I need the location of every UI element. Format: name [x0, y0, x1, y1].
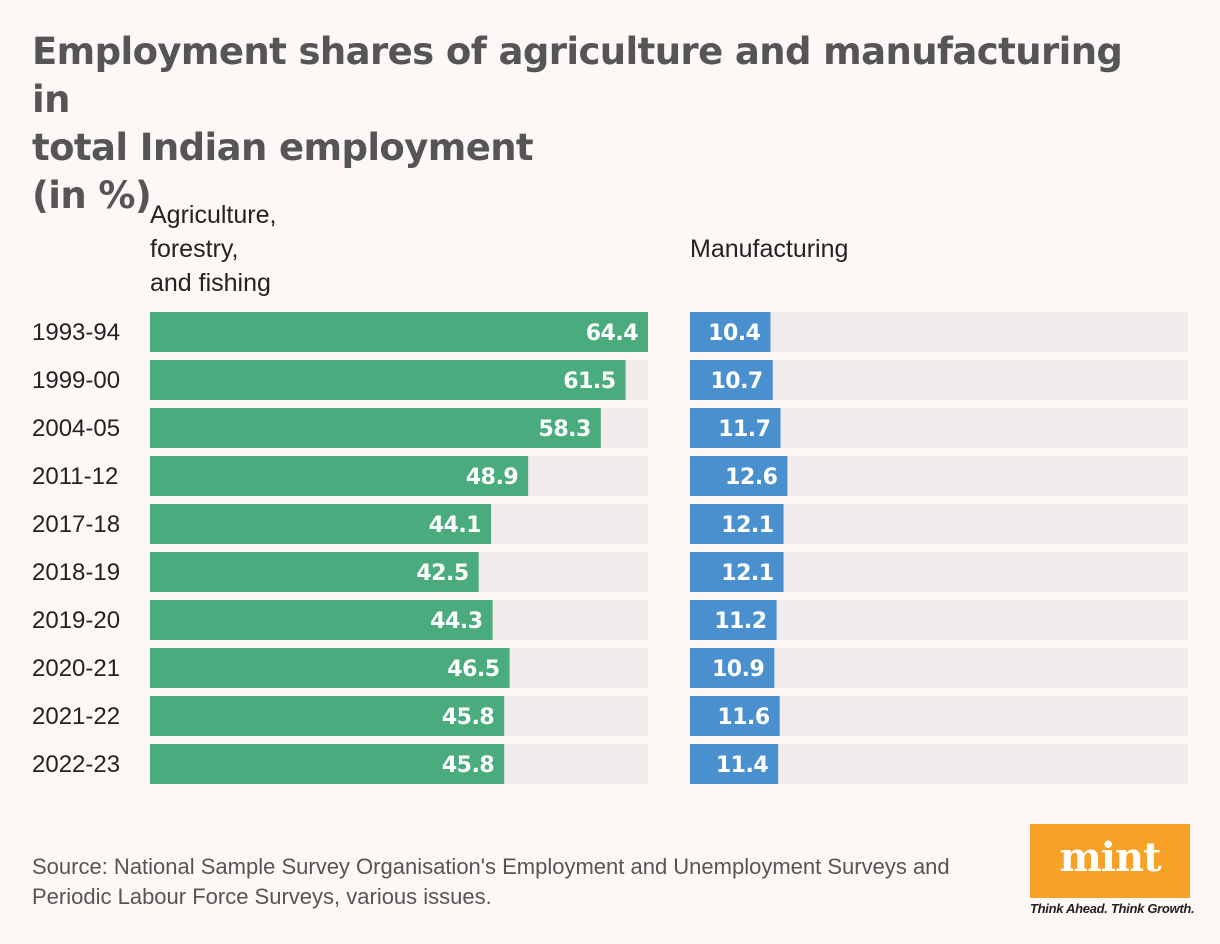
row-label-2017-18: 2017-18 [32, 511, 120, 538]
manufacturing-value-2018-19: 12.1 [721, 561, 773, 586]
source-note: Source: National Sample Survey Organisat… [32, 854, 950, 909]
row-label-2020-21: 2020-21 [32, 655, 120, 682]
agriculture-value-2021-22: 45.8 [442, 705, 494, 730]
agriculture-value-2011-12: 48.9 [466, 465, 518, 490]
manufacturing-value-2019-20: 11.2 [714, 609, 766, 634]
chart-title-line-3: (in %) [32, 174, 152, 217]
manufacturing-bar-2019-20 [690, 600, 777, 640]
agriculture-header-line-1: Agriculture, [150, 201, 277, 229]
agriculture-column-header: Agriculture, forestry, and fishing [150, 198, 450, 300]
chart-title: Employment shares of agriculture and man… [32, 28, 1152, 220]
manufacturing-value-2021-22: 11.6 [717, 705, 769, 730]
manufacturing-value-2022-23: 11.4 [716, 753, 768, 778]
row-label-2021-22: 2021-22 [32, 703, 120, 730]
manufacturing-bar-2011-12 [690, 456, 788, 496]
agriculture-header-line-3: and fishing [150, 269, 271, 297]
agriculture-bar-2022-23 [150, 744, 505, 784]
agriculture-value-2020-21: 46.5 [447, 657, 499, 682]
row-label-2019-20: 2019-20 [32, 607, 120, 634]
manufacturing-bar-2017-18 [690, 504, 784, 544]
manufacturing-value-2004-05: 11.7 [718, 417, 770, 442]
manufacturing-bar-1993-94 [690, 312, 771, 352]
manufacturing-bar-2004-05 [690, 408, 781, 448]
manufacturing-column-header: Manufacturing [690, 235, 849, 263]
manufacturing-value-1999-00: 10.7 [710, 369, 762, 394]
agriculture-value-2018-19: 42.5 [416, 561, 468, 586]
agriculture-bar-2019-20 [150, 600, 493, 640]
agriculture-bar-1999-00 [150, 360, 626, 400]
manufacturing-value-1993-94: 10.4 [708, 321, 760, 346]
agriculture-bar-2020-21 [150, 648, 510, 688]
agriculture-bar-2004-05 [150, 408, 601, 448]
row-label-2022-23: 2022-23 [32, 751, 120, 778]
agriculture-bar-2021-22 [150, 696, 505, 736]
mint-logo-word: mint [1059, 834, 1161, 881]
manufacturing-value-2011-12: 12.6 [725, 465, 777, 490]
manufacturing-bar-2018-19 [690, 552, 784, 592]
agriculture-bar-2017-18 [150, 504, 492, 544]
row-label-1993-94: 1993-94 [32, 319, 120, 346]
agriculture-value-2019-20: 44.3 [430, 609, 482, 634]
agriculture-value-2022-23: 45.8 [442, 753, 494, 778]
manufacturing-track-1999-00 [690, 360, 1188, 400]
row-label-2011-12: 2011-12 [32, 463, 118, 490]
agriculture-value-1993-94: 64.4 [586, 321, 638, 346]
agriculture-value-2004-05: 58.3 [539, 417, 591, 442]
row-label-2004-05: 2004-05 [32, 415, 120, 442]
manufacturing-bar-2020-21 [690, 648, 775, 688]
mint-tagline: Think Ahead. Think Growth. [1030, 901, 1195, 916]
agriculture-header-line-2: forestry, [150, 235, 239, 263]
manufacturing-value-2020-21: 10.9 [712, 657, 764, 682]
agriculture-bar-1993-94 [150, 312, 648, 352]
mint-logo: mint [1030, 824, 1190, 898]
manufacturing-bar-1999-00 [690, 360, 773, 400]
manufacturing-value-2017-18: 12.1 [721, 513, 773, 538]
manufacturing-bar-2022-23 [690, 744, 779, 784]
manufacturing-track-1993-94 [690, 312, 1188, 352]
agriculture-value-2017-18: 44.1 [429, 513, 481, 538]
agriculture-value-1999-00: 61.5 [563, 369, 615, 394]
chart-title-line-2: total Indian employment [32, 126, 534, 169]
row-label-1999-00: 1999-00 [32, 367, 120, 394]
row-label-2018-19: 2018-19 [32, 559, 120, 586]
manufacturing-bar-2021-22 [690, 696, 780, 736]
chart-title-line-1: Employment shares of agriculture and man… [32, 30, 1123, 121]
agriculture-bar-2011-12 [150, 456, 529, 496]
agriculture-bar-2018-19 [150, 552, 479, 592]
